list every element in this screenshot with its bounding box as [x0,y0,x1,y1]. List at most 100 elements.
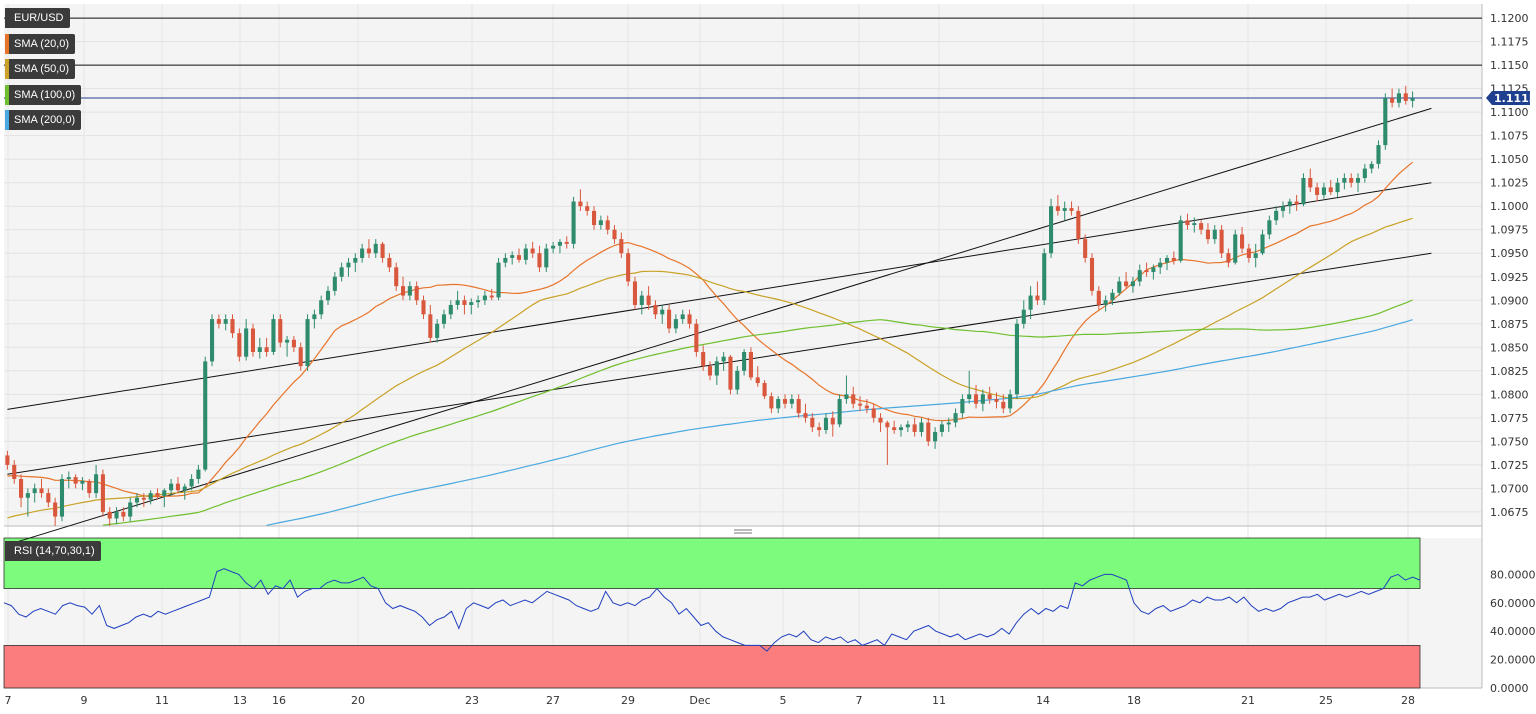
candle[interactable] [414,281,419,305]
candle[interactable] [476,295,481,308]
candle[interactable] [810,413,815,432]
candle[interactable] [1096,286,1101,310]
candle[interactable] [694,319,699,357]
candle[interactable] [5,450,10,470]
candle[interactable] [1083,234,1088,263]
legend-rsi[interactable]: RSI (14,70,30,1) [5,541,101,561]
candle[interactable] [516,248,522,263]
candle[interactable] [789,394,794,409]
candle[interactable] [735,366,740,395]
candle[interactable] [210,314,215,367]
candle[interactable] [748,347,753,381]
candle[interactable] [721,352,726,371]
candle[interactable] [66,471,71,489]
candle[interactable] [87,478,92,498]
candle[interactable] [544,243,549,273]
candle[interactable] [1212,225,1217,244]
candle[interactable] [864,399,869,414]
candle[interactable] [312,309,317,329]
candle[interactable] [12,460,17,484]
pane-splitter-handle[interactable] [734,529,752,534]
candle[interactable] [714,356,719,385]
candle[interactable] [803,403,808,423]
candle[interactable] [1410,91,1415,108]
candle[interactable] [619,232,624,258]
candle[interactable] [19,474,24,508]
candle[interactable] [578,189,583,211]
candle[interactable] [1349,173,1354,188]
candle[interactable] [223,314,228,331]
candle[interactable] [660,304,665,324]
candle[interactable] [796,394,801,418]
candle[interactable] [673,314,678,334]
candle[interactable] [755,366,760,387]
candle[interactable] [626,248,631,287]
candle[interactable] [1287,198,1292,214]
candle[interactable] [107,507,112,526]
candle[interactable] [1137,264,1142,287]
candle[interactable] [537,245,542,273]
candle[interactable] [216,314,221,329]
candle[interactable] [353,253,358,273]
candle[interactable] [46,488,51,508]
candle[interactable] [632,276,638,310]
candle[interactable] [1055,194,1060,216]
candle[interactable] [782,394,788,409]
candle[interactable] [1246,243,1251,263]
candle[interactable] [858,396,863,412]
candle[interactable] [59,474,65,522]
candle[interactable] [155,488,160,500]
legend-sma-200[interactable]: SMA (200,0) [5,110,82,130]
candle[interactable] [32,483,37,503]
candle[interactable] [250,323,256,357]
candle[interactable] [1369,161,1374,174]
candle[interactable] [1171,251,1176,265]
candle[interactable] [817,422,822,437]
candle[interactable] [496,257,501,301]
candle[interactable] [1383,93,1388,150]
candle[interactable] [510,251,515,265]
candle[interactable] [469,298,474,315]
candle[interactable] [1014,319,1020,400]
candle[interactable] [1042,248,1047,305]
candle[interactable] [285,336,290,357]
candle[interactable] [680,309,685,324]
legend-eurusd[interactable]: EUR/USD [5,8,70,28]
candle[interactable] [441,309,447,329]
candle[interactable] [175,477,180,494]
candle[interactable] [387,253,392,273]
candle[interactable] [482,290,487,305]
candle[interactable] [169,478,174,496]
candle[interactable] [380,241,385,263]
candle[interactable] [1328,179,1333,195]
candle[interactable] [230,314,235,338]
candle[interactable] [960,394,965,418]
candle[interactable] [557,239,562,254]
candle[interactable] [933,427,938,449]
candle[interactable] [305,314,310,371]
candle[interactable] [346,257,351,277]
candle[interactable] [39,478,44,498]
candle[interactable] [1021,300,1026,329]
candle[interactable] [421,295,426,320]
candle[interactable] [407,281,412,301]
candle[interactable] [1403,85,1408,105]
candle[interactable] [1089,253,1095,296]
candle[interactable] [980,389,985,412]
candle[interactable] [462,295,467,315]
candle[interactable] [530,241,535,258]
candle[interactable] [1226,248,1231,268]
candle[interactable] [182,483,187,500]
candle[interactable] [271,314,276,355]
candle[interactable] [667,304,672,334]
candle[interactable] [1335,178,1340,197]
candle[interactable] [360,243,365,263]
candle[interactable] [1008,389,1013,414]
candle[interactable] [707,361,713,381]
candle[interactable] [128,497,133,522]
candle[interactable] [53,497,58,526]
candle[interactable] [1362,163,1367,183]
candle[interactable] [898,424,904,437]
candle[interactable] [551,241,556,254]
candle[interactable] [366,239,371,258]
